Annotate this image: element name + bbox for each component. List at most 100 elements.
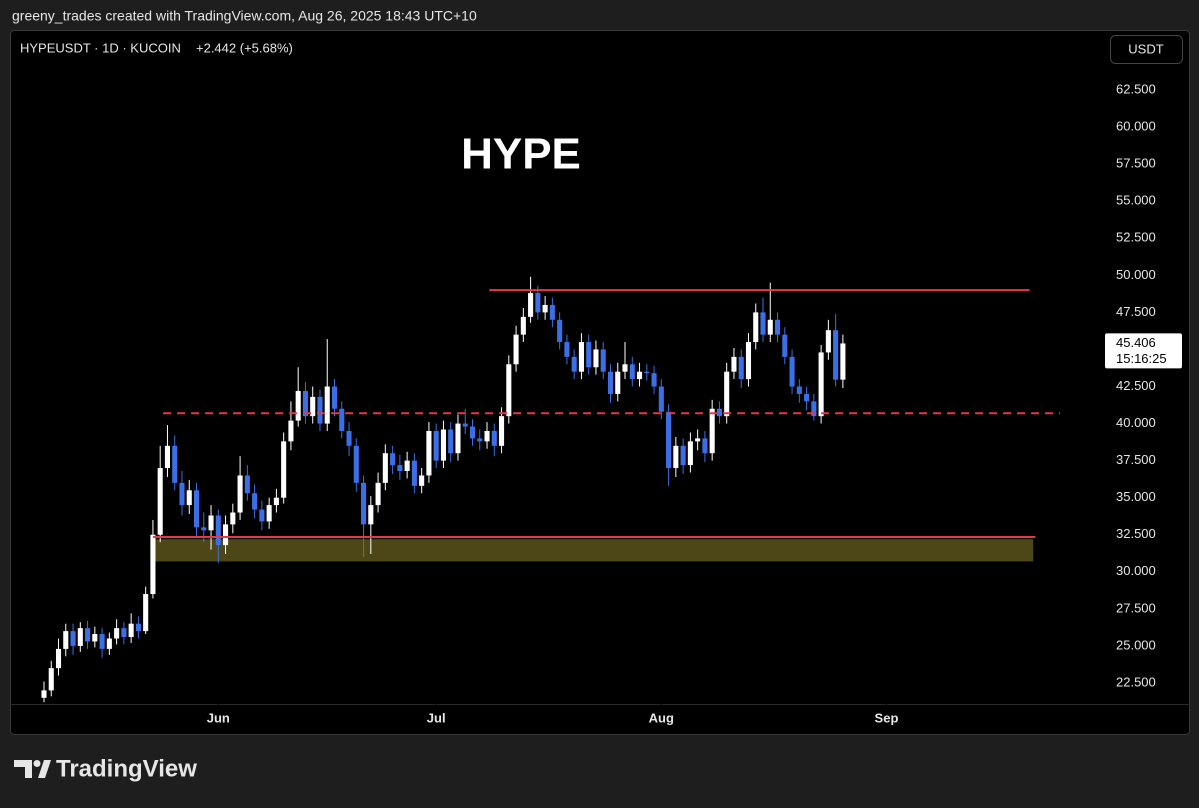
candle-body (542, 304, 548, 313)
credit-line: greeny_trades created with TradingView.c… (12, 8, 477, 24)
candle-body (70, 631, 76, 646)
y-tick-label: 57.500 (1116, 156, 1156, 171)
y-tick-label: 50.000 (1116, 267, 1156, 282)
y-tick-label: 37.500 (1116, 452, 1156, 467)
candle-body (295, 390, 301, 421)
candle-body (361, 482, 367, 525)
candle-body (695, 438, 701, 442)
candle-body (825, 330, 831, 353)
candle-body (411, 460, 417, 486)
candle-body (281, 441, 287, 498)
symbol-info: HYPEUSDT · 1D · KUCOIN (20, 40, 181, 55)
y-tick-label: 42.500 (1116, 378, 1156, 393)
candle-body (368, 505, 374, 525)
logo-slash (38, 760, 51, 778)
candle-body (433, 430, 439, 461)
x-tick-label: Sep (875, 710, 899, 725)
annotation-text: HYPE (461, 130, 581, 179)
candle-body (796, 386, 802, 394)
candle-body (586, 342, 592, 368)
candle-body (622, 364, 628, 372)
candle-body (63, 631, 69, 649)
candle-body (223, 524, 229, 546)
candle-body (426, 430, 432, 476)
candle-body (513, 334, 519, 365)
candle-body (448, 429, 454, 454)
candle-body (353, 445, 359, 483)
candle-body (397, 465, 403, 472)
candle-body (106, 638, 112, 649)
candle-body (114, 628, 120, 639)
candle-body (346, 430, 352, 446)
y-tick-label: 30.000 (1116, 563, 1156, 578)
candle-body (578, 342, 584, 372)
price-change: +2.442 (+5.68%) (196, 40, 293, 55)
candle-body (230, 512, 236, 525)
candle-body (85, 628, 91, 642)
candle-body (164, 445, 170, 469)
candle-body (760, 312, 766, 335)
logo-dot (33, 760, 41, 767)
candle-body (317, 396, 323, 424)
candle-body (419, 475, 425, 486)
candle-body (491, 430, 497, 446)
brand-logo: TradingView (14, 755, 197, 782)
candle-body (99, 634, 105, 649)
candle-body (310, 396, 316, 417)
candle-body (753, 312, 759, 343)
candle-body (55, 648, 62, 669)
x-tick-label: Jul (427, 710, 446, 725)
y-tick-label: 52.500 (1116, 230, 1156, 245)
candle-body (375, 482, 381, 506)
candle-body (201, 527, 207, 531)
logo-mark (14, 760, 32, 778)
x-tick-label: Aug (649, 710, 674, 725)
last-price-tag (1105, 333, 1182, 369)
candle-body (607, 371, 614, 394)
candle-body (273, 497, 279, 506)
chart-pane (10, 30, 1190, 735)
candle-body (324, 386, 330, 424)
candle-body (506, 364, 512, 417)
candle-body (615, 371, 621, 394)
candle-body (244, 475, 250, 494)
y-tick-label: 62.500 (1116, 81, 1156, 96)
candle-body (716, 408, 722, 417)
candle-body (745, 342, 752, 380)
candle-body (673, 445, 679, 469)
y-tick-label: 25.000 (1116, 637, 1156, 652)
candle-body (41, 690, 47, 698)
candle-body (535, 293, 541, 313)
candle-body (833, 330, 839, 380)
candle-body (520, 316, 526, 335)
candle-body (157, 468, 163, 535)
candle-body (709, 408, 715, 454)
candle-body (462, 423, 468, 427)
y-tick-label: 22.500 (1116, 674, 1156, 689)
candle-body (252, 493, 258, 510)
candle-body (687, 441, 693, 466)
candle-body (644, 371, 650, 374)
y-tick-label: 55.000 (1116, 193, 1156, 208)
candle-body (557, 319, 563, 343)
candle-body (477, 438, 483, 442)
currency-label[interactable]: USDT (1128, 41, 1163, 56)
candle-body (629, 364, 635, 380)
candle-body (840, 343, 846, 380)
candle-body (636, 371, 643, 380)
candle-body (92, 634, 98, 642)
candle-body (499, 416, 505, 446)
candle-body (404, 460, 410, 472)
candle-body (767, 319, 773, 335)
y-tick-label: 27.500 (1116, 600, 1156, 615)
last-price: 45.406 (1116, 335, 1156, 350)
candle-body (680, 445, 686, 466)
candle-body (259, 509, 265, 522)
x-tick-label: Jun (207, 710, 230, 725)
candle-body (121, 628, 127, 638)
candle-body (455, 423, 461, 454)
candle-body (382, 453, 388, 483)
currency-button[interactable] (1110, 35, 1183, 64)
